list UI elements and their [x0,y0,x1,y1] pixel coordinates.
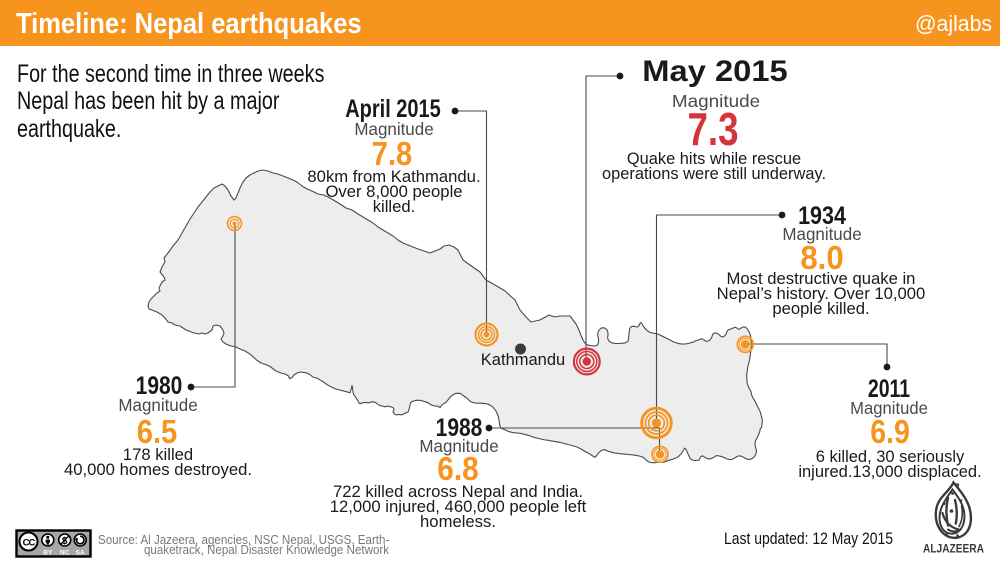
svg-text:BY: BY [43,550,53,557]
svg-text:NC: NC [60,550,70,557]
svg-text:CC: CC [23,538,36,549]
svg-text:$: $ [62,536,68,547]
svg-text:ALJAZEERA: ALJAZEERA [923,544,984,556]
svg-text:SA: SA [76,550,85,557]
